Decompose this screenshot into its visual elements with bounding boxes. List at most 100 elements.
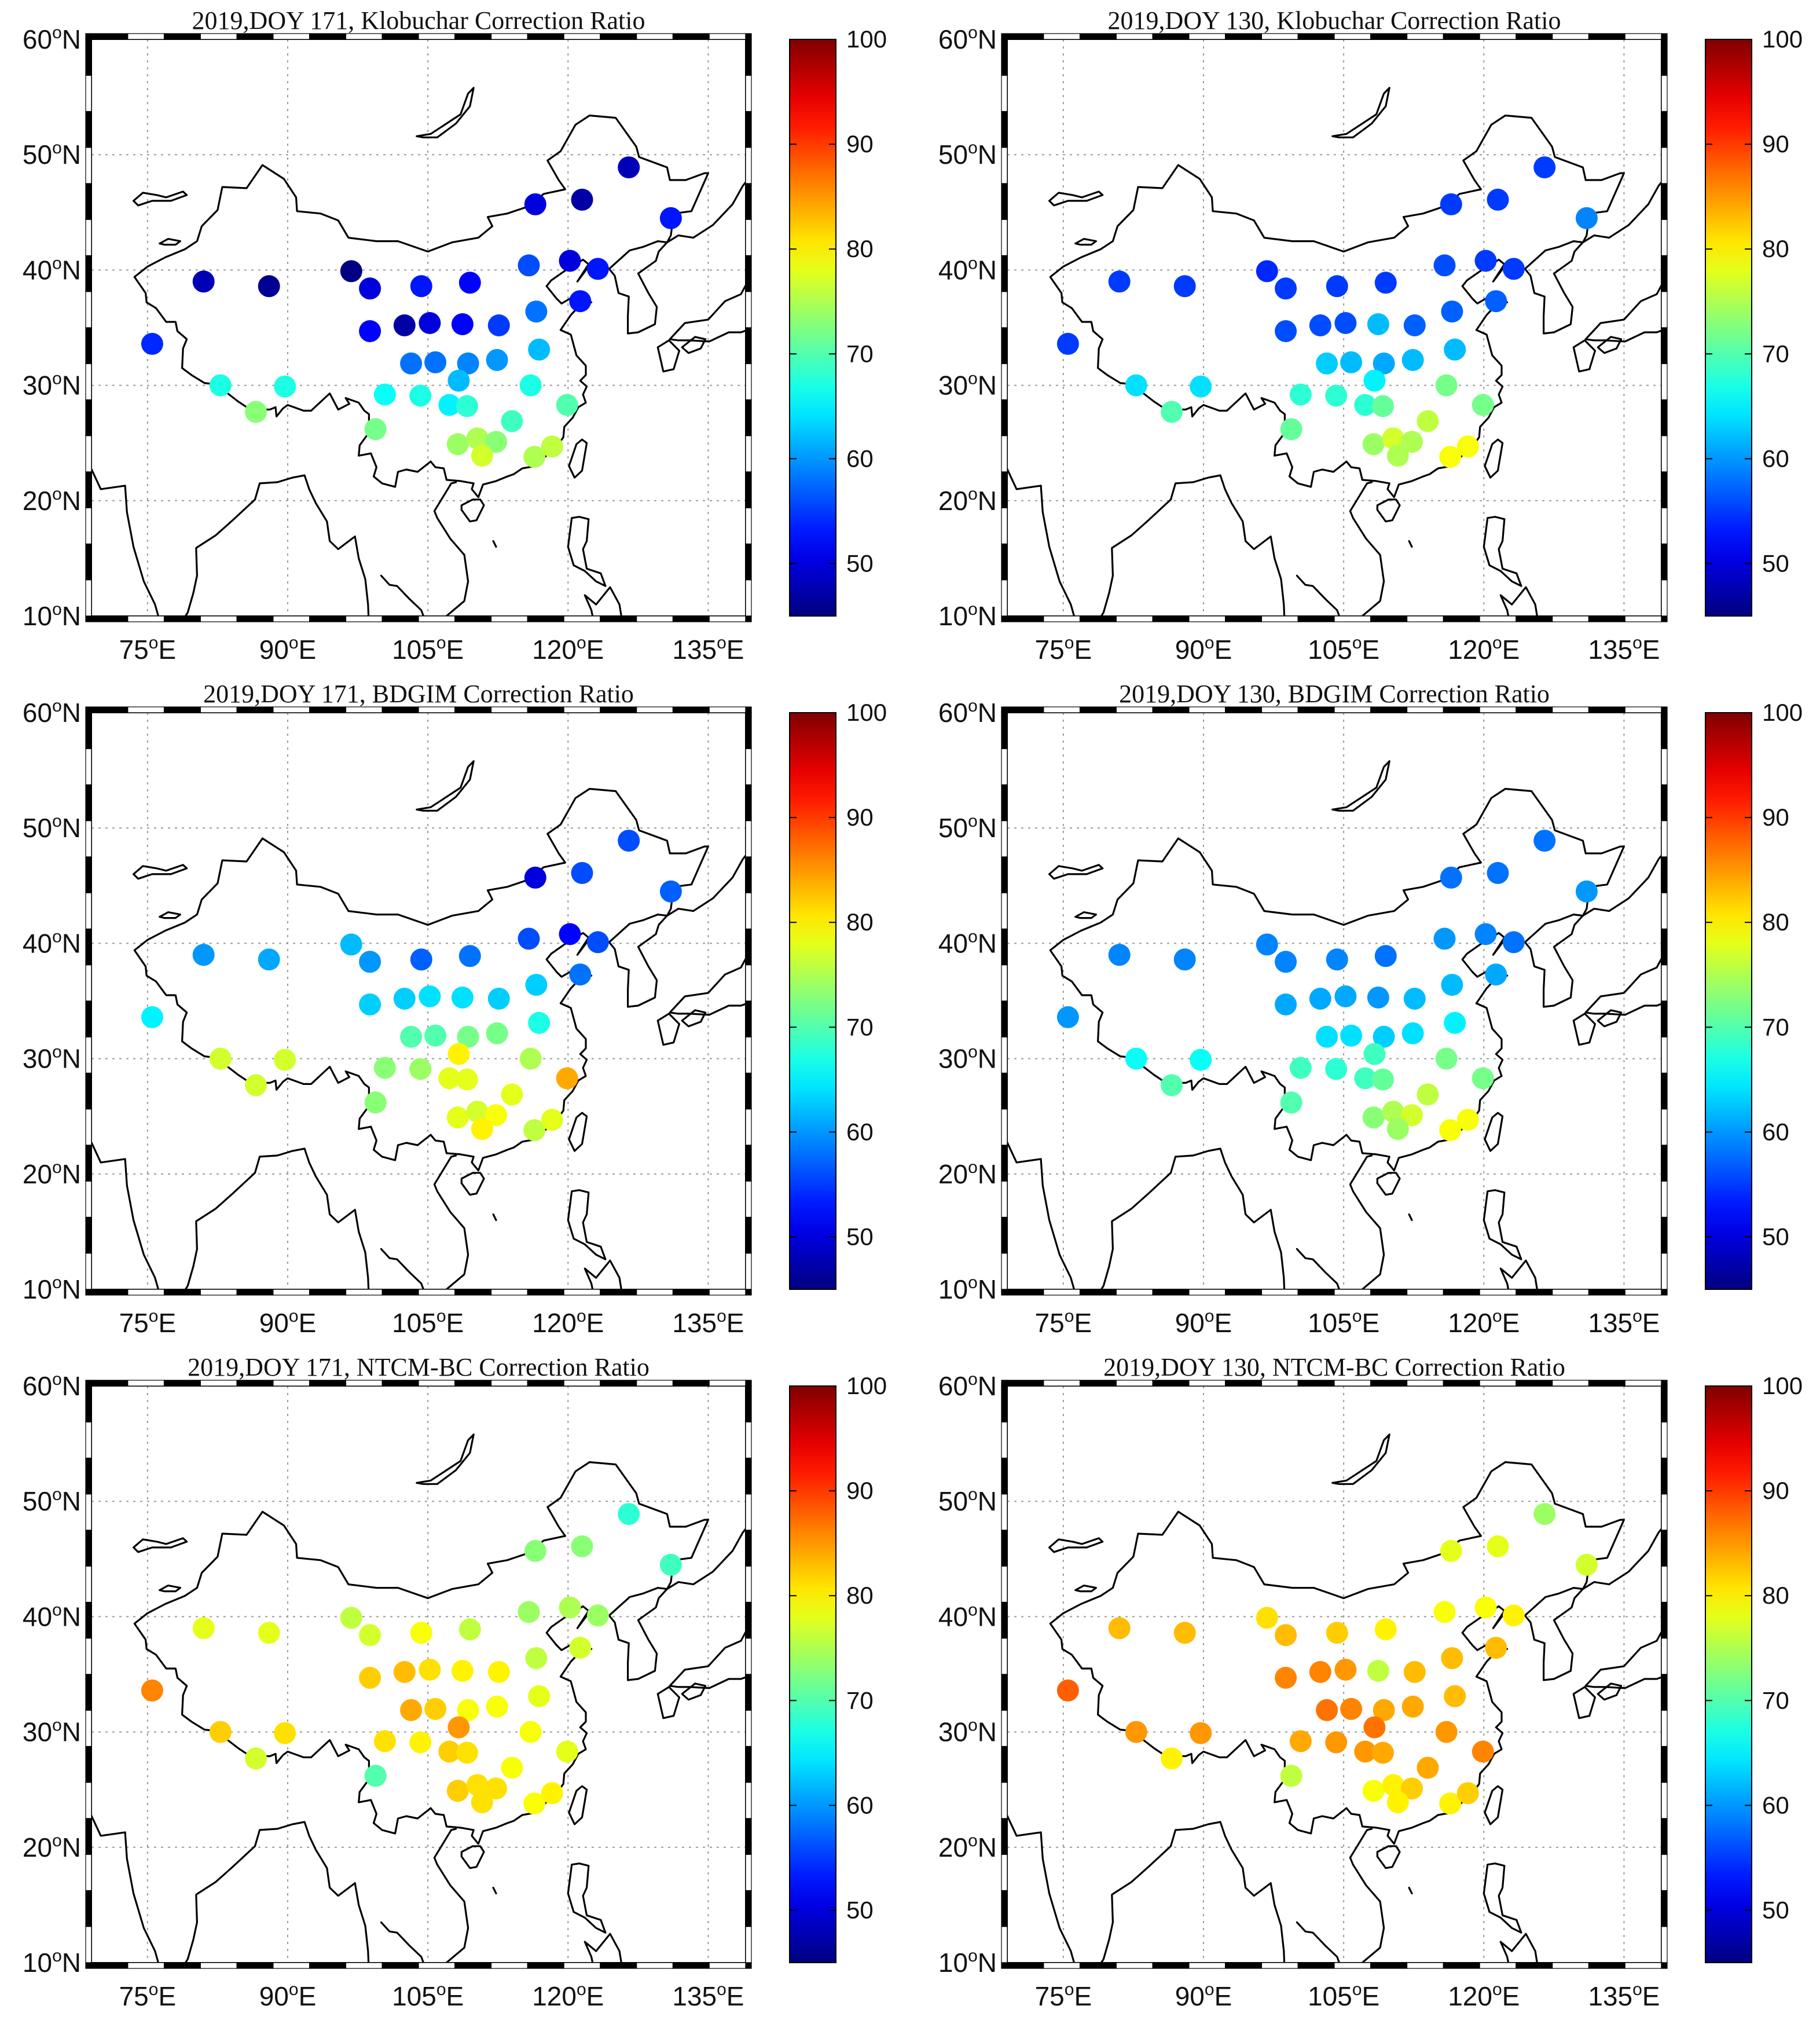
station-point xyxy=(364,1091,387,1114)
station-point xyxy=(458,272,481,294)
station-point xyxy=(518,254,540,277)
station-point xyxy=(1190,1722,1212,1744)
station-point xyxy=(618,830,640,852)
chart-svg: 2019,DOY 130, BDGIM Correction Ratio 10oN… xyxy=(938,680,1803,1338)
outline-japan-honshu xyxy=(1584,283,1661,343)
station-point xyxy=(364,1765,387,1787)
map-frame xyxy=(85,1380,752,1969)
map-frame xyxy=(85,33,752,622)
chart-svg: 2019,DOY 130, NTCM-BC Correction Ratio 10… xyxy=(938,1353,1803,2011)
station-point xyxy=(571,861,593,884)
colorbar-tick-label: 100 xyxy=(846,699,887,726)
station-point xyxy=(457,1699,479,1721)
lat-tick-label: 20oN xyxy=(938,485,997,516)
outline-sakhalin xyxy=(1689,1461,1702,1548)
station-point xyxy=(1456,435,1479,458)
station-point xyxy=(1374,945,1397,967)
outline-scs-dash xyxy=(1408,1886,1413,1895)
station-points xyxy=(141,156,682,468)
lat-tick-label: 30oN xyxy=(938,369,997,401)
outline-japan-kyushu xyxy=(656,1013,681,1046)
lat-tick-label: 20oN xyxy=(938,1831,997,1862)
station-point xyxy=(519,374,542,397)
station-point xyxy=(1363,1043,1386,1065)
station-point xyxy=(487,988,510,1010)
lat-tick-label: 50oN xyxy=(23,812,81,843)
outline-india-coast xyxy=(91,1140,370,1289)
chart-title: 2019,DOY 171, Klobuchar Correction Ratio xyxy=(192,6,645,35)
lon-tick-label: 75oE xyxy=(119,1307,177,1338)
station-point xyxy=(1472,1067,1494,1090)
station-point xyxy=(1275,951,1297,973)
station-points xyxy=(1056,830,1598,1142)
outline-sakhalin xyxy=(1689,115,1702,201)
station-point xyxy=(541,1782,563,1805)
station-point xyxy=(525,1647,548,1670)
station-point xyxy=(501,410,523,432)
station-point xyxy=(409,384,432,407)
station-point xyxy=(1362,1106,1385,1129)
lon-tick-label: 90oE xyxy=(1175,633,1232,665)
station-point xyxy=(1382,427,1404,450)
lat-tick-label: 60oN xyxy=(23,23,81,54)
station-point xyxy=(451,987,474,1009)
station-point xyxy=(571,1535,593,1557)
station-point xyxy=(1403,988,1426,1010)
lat-tick-label: 40oN xyxy=(938,1600,997,1631)
outline-indochina xyxy=(1296,1828,1385,1963)
station-point xyxy=(1401,1777,1423,1800)
outline-sakhalin xyxy=(773,1461,786,1548)
station-point xyxy=(457,1025,479,1048)
station-point xyxy=(1125,1047,1147,1070)
lon-tick-label: 120oE xyxy=(1448,633,1520,665)
station-point xyxy=(485,431,507,453)
outline-philippines-south xyxy=(1499,1933,1538,1963)
station-point xyxy=(340,260,362,283)
station-point xyxy=(1334,985,1357,1007)
colorbar-tick-label: 100 xyxy=(846,25,887,53)
chart-title: 2019,DOY 171, BDGIM Correction Ratio xyxy=(203,680,634,708)
outline-baikal xyxy=(416,1433,475,1485)
station-point xyxy=(659,1553,682,1576)
station-point xyxy=(359,993,381,1015)
station-point xyxy=(1401,1695,1424,1718)
station-point xyxy=(1161,1074,1183,1097)
outline-india-coast xyxy=(1007,1140,1286,1289)
outline-balkhash xyxy=(1048,190,1104,207)
station-point xyxy=(518,1601,540,1623)
station-points xyxy=(141,830,682,1142)
station-point xyxy=(1474,250,1497,272)
colorbar-gradient xyxy=(789,712,836,1290)
lon-tick-label: 120oE xyxy=(532,1980,604,2011)
station-point xyxy=(1108,270,1131,293)
outline-russia-coast xyxy=(666,181,746,244)
station-point xyxy=(1326,948,1348,971)
outline-philippines-south xyxy=(1499,586,1538,616)
map-frame xyxy=(1001,706,1668,1296)
lat-tick-label: 30oN xyxy=(23,369,81,401)
colorbar-tick-label: 80 xyxy=(846,908,874,936)
lon-tick-label: 105oE xyxy=(392,1980,464,2011)
outline-japan-shikoku xyxy=(1597,336,1623,354)
station-point xyxy=(409,1731,432,1754)
lat-tick-label: 50oN xyxy=(938,138,997,170)
outline-philippines-luzon xyxy=(567,516,607,587)
colorbar-gradient xyxy=(1705,712,1752,1290)
colorbar-tick-label: 100 xyxy=(1762,25,1803,53)
outline-japan-kyushu xyxy=(1572,1013,1597,1046)
outline-korea xyxy=(608,241,669,335)
coastlines xyxy=(91,87,746,616)
map-panel-ntcm-130: 2019,DOY 130, NTCM-BC Correction Ratio 10… xyxy=(916,1347,1820,2020)
colorbar-tick-label: 80 xyxy=(1762,235,1789,262)
station-point xyxy=(471,445,493,467)
lat-tick-label: 20oN xyxy=(23,1158,81,1189)
outline-taiwan xyxy=(1484,1785,1504,1825)
outline-baikal xyxy=(416,760,475,812)
outline-korea xyxy=(1524,915,1584,1008)
station-point xyxy=(1487,188,1509,211)
lat-tick-label: 50oN xyxy=(938,1485,997,1516)
outline-sakhalin xyxy=(773,788,786,874)
station-point xyxy=(258,948,280,971)
station-point xyxy=(245,401,267,423)
station-point xyxy=(519,1721,542,1743)
